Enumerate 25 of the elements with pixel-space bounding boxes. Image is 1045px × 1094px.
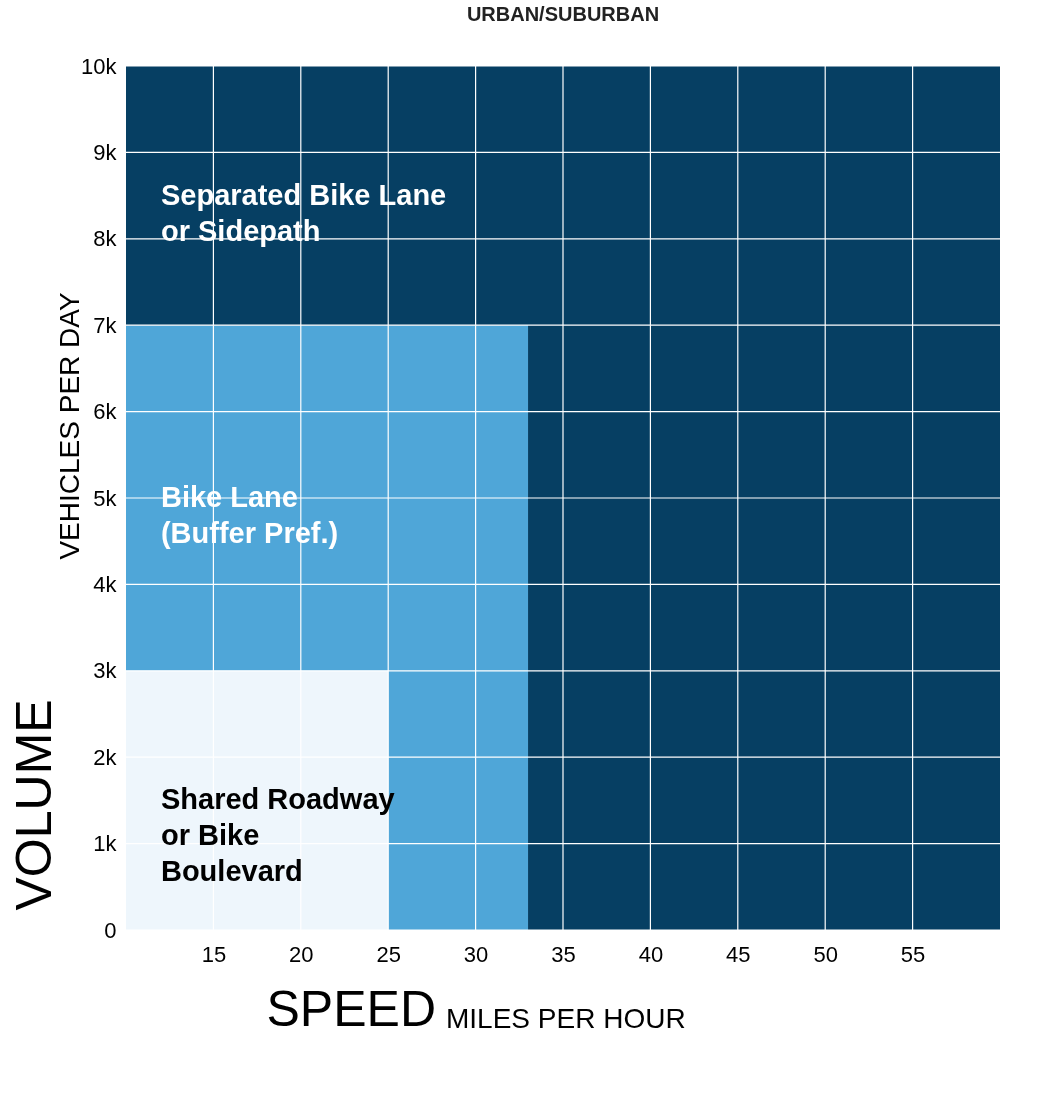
y-tick-label: 3k bbox=[93, 658, 118, 684]
x-axis-title: SPEED bbox=[266, 980, 437, 1037]
y-tick-label: 4k bbox=[93, 571, 118, 597]
x-tick-label: 30 bbox=[463, 941, 489, 967]
y-tick-label: 10k bbox=[81, 53, 118, 79]
x-tick-label: 45 bbox=[726, 941, 751, 967]
x-tick-label: 15 bbox=[201, 941, 227, 967]
y-tick-label: 0 bbox=[104, 917, 117, 943]
chart-title: URBAN/SUBURBAN bbox=[466, 3, 660, 25]
y-tick-label: 7k bbox=[93, 312, 118, 338]
y-tick-label: 5k bbox=[93, 485, 118, 511]
y-tick-label: 1k bbox=[93, 831, 118, 857]
x-tick-label: 40 bbox=[638, 941, 664, 967]
text: MILES PER HOUR bbox=[446, 1003, 686, 1034]
y-tick-label: 8k bbox=[93, 226, 118, 252]
y-axis-title: VOLUME bbox=[6, 699, 63, 911]
x-tick-label: 35 bbox=[551, 941, 576, 967]
x-tick-label: 20 bbox=[289, 941, 314, 967]
y-tick-label: 6k bbox=[93, 399, 118, 425]
y-tick-label: 9k bbox=[93, 139, 118, 165]
text: VEHICLES PER DAY bbox=[54, 292, 85, 560]
x-tick-label: 50 bbox=[813, 941, 838, 967]
x-tick-label: 25 bbox=[376, 941, 401, 967]
y-tick-label: 2k bbox=[93, 744, 118, 770]
x-tick-label: 55 bbox=[900, 941, 926, 967]
